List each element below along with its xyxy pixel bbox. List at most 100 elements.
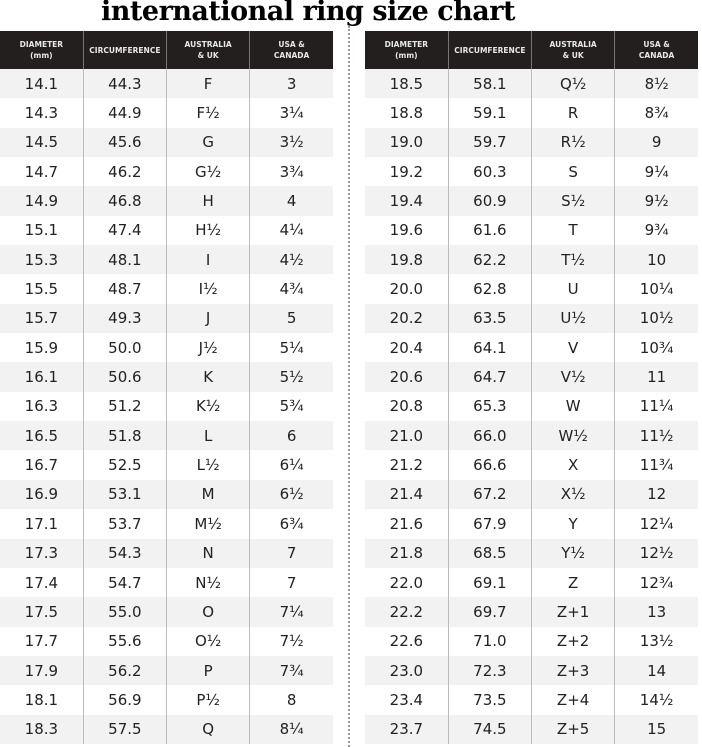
cell-australia-uk: P: [165, 655, 250, 686]
table-row: 16.7 52.5 L½ 6¼: [0, 450, 333, 480]
cell-australia-uk: M: [165, 479, 250, 510]
cell-circumference: 48.7: [82, 274, 167, 304]
cell-circumference: 73.5: [447, 685, 532, 715]
cell-australia-uk: H: [165, 186, 250, 216]
cell-australia-uk: S: [530, 157, 615, 187]
cell-diameter: 19.4: [365, 186, 449, 216]
cell-australia-uk: X½: [530, 479, 615, 510]
table-row: 14.5 45.6 G 3½: [0, 127, 333, 158]
cell-circumference: 56.9: [82, 685, 167, 715]
cell-usa-canada: 5¼: [249, 333, 333, 363]
cell-usa-canada: 9½: [614, 186, 698, 216]
cell-australia-uk: X: [530, 450, 615, 480]
table-row: 21.0 66.0 W½ 11½: [365, 421, 698, 451]
cell-circumference: 71.0: [447, 626, 532, 656]
column-header-australia-uk: AUSTRALIA & UK: [530, 31, 615, 69]
cell-usa-canada: 6½: [249, 479, 333, 510]
cell-australia-uk: Q½: [530, 69, 615, 99]
cell-circumference: 51.2: [82, 391, 167, 422]
cell-diameter: 15.9: [24, 338, 59, 357]
cell-australia-uk: V½: [530, 362, 615, 392]
cell-diameter: 14.9: [0, 186, 84, 216]
cell-circumference: 66.6: [447, 450, 532, 480]
cell-usa-canada: 4: [249, 186, 333, 216]
cell-circumference: 67.9: [447, 509, 532, 539]
cell-australia-uk: U½: [530, 303, 615, 334]
cell-circumference: 68.5: [447, 538, 532, 568]
cell-circumference: 54.3: [82, 538, 167, 568]
cell-australia-uk: S½: [530, 186, 615, 216]
cell-australia-uk: F½: [165, 98, 250, 128]
cell-australia-uk: N½: [165, 567, 250, 598]
cell-circumference: 44.3: [82, 69, 167, 99]
cell-diameter: 21.4: [365, 479, 449, 510]
cell-diameter: 21.8: [365, 538, 449, 568]
table-row: 20.4 64.1 V 10¾: [365, 333, 698, 363]
cell-diameter: 16.5: [0, 421, 84, 451]
cell-diameter: 17.3: [0, 538, 84, 568]
cell-australia-uk: Q: [165, 714, 250, 744]
cell-diameter: 17.4: [24, 573, 59, 592]
cell-usa-canada: 8¼: [249, 714, 333, 744]
table-row: 23.7 74.5 Z+5 15: [365, 714, 698, 744]
cell-diameter: 18.8: [389, 104, 424, 123]
header-line: & UK: [562, 51, 584, 60]
column-header-circumference: CIRCUMFERENCE: [82, 31, 167, 69]
table-row: 18.1 56.9 P½ 8: [0, 685, 333, 715]
cell-australia-uk: Y: [530, 509, 615, 539]
table-row: 17.9 56.2 P 7¾: [0, 655, 333, 686]
cell-circumference: 63.5: [447, 303, 532, 334]
cell-diameter: 19.0: [365, 127, 449, 158]
cell-australia-uk: Z+1: [530, 597, 615, 627]
cell-circumference: 61.6: [447, 215, 532, 246]
table-row: 17.1 53.7 M½ 6¾: [0, 509, 333, 539]
header-line: CIRCUMFERENCE: [89, 45, 161, 55]
cell-circumference: 59.1: [447, 98, 532, 128]
cell-australia-uk: U: [530, 274, 615, 304]
table-row: 14.3 44.9 F½ 3¼: [0, 98, 333, 128]
table-row: 14.1 44.3 F 3: [0, 69, 333, 99]
cell-circumference: 49.3: [82, 303, 167, 334]
cell-australia-uk: H½: [165, 215, 250, 246]
cell-australia-uk: O: [165, 597, 250, 627]
cell-diameter: 23.7: [365, 714, 449, 744]
header-line: (mm): [395, 51, 418, 60]
cell-diameter: 21.2: [389, 456, 424, 475]
header-line: & UK: [197, 51, 219, 60]
header-line: (mm): [30, 51, 53, 60]
table-row: 23.4 73.5 Z+4 14½: [365, 685, 698, 715]
cell-diameter: 14.7: [24, 162, 59, 181]
cell-circumference: 44.9: [82, 98, 167, 128]
cell-usa-canada: 11¼: [614, 391, 698, 422]
ring-size-table-right: DIAMETER (mm) CIRCUMFERENCE AUSTRALIA & UK US…: [365, 31, 698, 744]
cell-usa-canada: 10¾: [614, 333, 698, 363]
cell-diameter: 16.9: [0, 479, 84, 510]
cell-diameter: 14.3: [24, 104, 59, 123]
cell-diameter: 14.5: [0, 127, 84, 158]
cell-usa-canada: 13½: [614, 626, 698, 656]
cell-usa-canada: 9¼: [614, 157, 698, 187]
cell-diameter: 14.1: [0, 69, 84, 99]
cell-circumference: 57.5: [82, 714, 167, 744]
cell-australia-uk: F: [165, 69, 250, 99]
table-row: 18.8 59.1 R 8¾: [365, 98, 698, 128]
cell-diameter: 19.8: [365, 245, 449, 275]
cell-circumference: 56.2: [82, 655, 167, 686]
cell-circumference: 62.8: [447, 274, 532, 304]
cell-usa-canada: 10½: [614, 303, 698, 334]
header-line: DIAMETER: [19, 40, 64, 49]
cell-circumference: 60.3: [447, 157, 532, 187]
cell-australia-uk: N: [165, 538, 250, 568]
cell-usa-canada: 12: [614, 479, 698, 510]
table-row: 23.0 72.3 Z+3 14: [365, 655, 698, 686]
cell-usa-canada: 5½: [249, 362, 333, 392]
header-row: DIAMETER (mm) CIRCUMFERENCE AUSTRALIA & UK US…: [0, 31, 333, 69]
table-row: 22.2 69.7 Z+1 13: [365, 597, 698, 627]
cell-usa-canada: 6¾: [249, 509, 333, 539]
table-row: 19.4 60.9 S½ 9½: [365, 186, 698, 216]
cell-australia-uk: I: [165, 245, 250, 275]
cell-usa-canada: 8½: [614, 69, 698, 99]
table-row: 16.1 50.6 K 5½: [0, 362, 333, 392]
cell-usa-canada: 14½: [614, 685, 698, 715]
table-row: 21.2 66.6 X 11¾: [365, 450, 698, 480]
